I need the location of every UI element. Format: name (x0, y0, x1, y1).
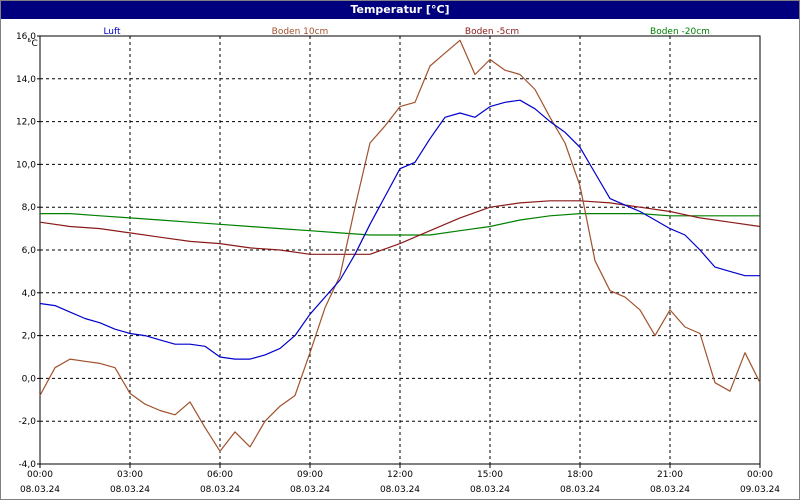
y-tick-label: -2,0 (18, 417, 36, 427)
series-line (39, 39, 761, 452)
y-tick-label: 16,0 (16, 32, 36, 42)
x-tick-date: 08.03.24 (200, 485, 240, 495)
x-tick-time: 03:00 (117, 470, 143, 480)
y-tick-label: 6,0 (22, 246, 37, 256)
legend-entry: Luft (103, 27, 121, 37)
y-tick-label: 8,0 (22, 203, 37, 213)
x-tick-date: 08.03.24 (20, 485, 60, 495)
x-tick-date: 08.03.24 (470, 485, 510, 495)
y-tick-label: 12,0 (16, 118, 36, 128)
x-tick-time: 09:00 (297, 470, 323, 480)
y-tick-label: 14,0 (16, 75, 36, 85)
x-tick-date: 08.03.24 (110, 485, 150, 495)
series-line (39, 99, 760, 360)
x-tick-time: 15:00 (477, 470, 503, 480)
y-tick-label: -4,0 (18, 460, 36, 470)
x-tick-time: 00:00 (27, 470, 53, 480)
x-tick-date: 08.03.24 (560, 485, 600, 495)
x-tick-date: 08.03.24 (650, 485, 690, 495)
x-tick-date: 08.03.24 (380, 485, 420, 495)
x-tick-time: 18:00 (567, 470, 593, 480)
x-tick-time: 06:00 (207, 470, 233, 480)
window-title: Temperatur [°C] (1, 1, 799, 19)
legend-entry: Boden -20cm (650, 27, 710, 37)
y-tick-label: 0,0 (22, 374, 37, 384)
y-tick-label: 10,0 (16, 160, 36, 170)
y-axis-label: °C (27, 39, 38, 49)
series-line (40, 213, 760, 236)
legend-entry: Boden -5cm (465, 27, 519, 37)
y-tick-label: 4,0 (22, 289, 37, 299)
x-tick-date: 09.03.24 (740, 485, 780, 495)
x-tick-time: 12:00 (387, 470, 413, 480)
x-tick-time: 21:00 (657, 470, 683, 480)
y-tick-label: 2,0 (22, 332, 37, 342)
x-tick-date: 08.03.24 (290, 485, 330, 495)
legend-entry: Boden 10cm (272, 27, 329, 37)
x-tick-time: 00:00 (747, 470, 773, 480)
series-line (39, 200, 761, 255)
